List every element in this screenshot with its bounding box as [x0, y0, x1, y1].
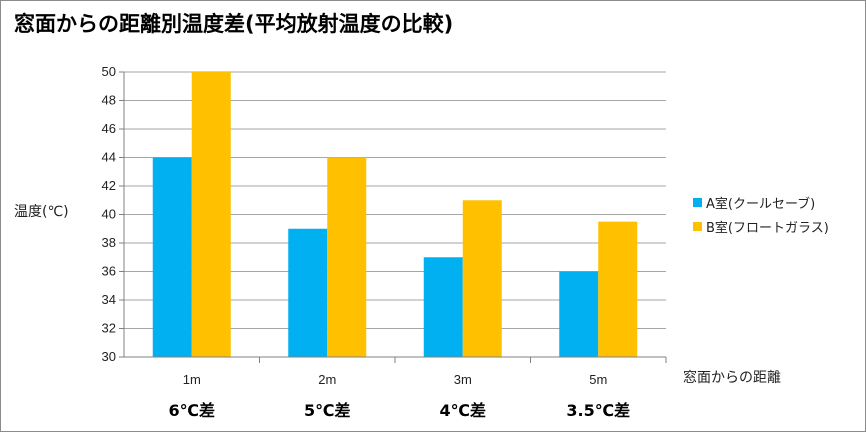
x-tick-label: 2m [318, 372, 336, 387]
legend-item-b: B室(フロートガラス) [693, 214, 829, 238]
y-tick-label: 44 [102, 150, 116, 165]
legend-swatch-a [693, 197, 702, 207]
x-tick-label: 5m [589, 372, 607, 387]
bar-b [327, 157, 367, 357]
difference-label: 5℃差 [304, 401, 351, 420]
legend-swatch-b [693, 221, 702, 231]
difference-label: 3.5℃差 [566, 401, 630, 420]
chart-title: 窓面からの距離別温度差(平均放射温度の比較) [14, 12, 454, 36]
difference-label: 4℃差 [439, 401, 486, 420]
axis-labels: 30 32 34 36 38 40 42 44 46 48 50 1m 6℃差 2m 5℃差 3m 4℃差 5m 3… [102, 64, 631, 420]
difference-label: 6℃差 [168, 401, 215, 420]
y-tick-label: 46 [102, 121, 116, 136]
y-tick-label: 40 [102, 207, 116, 222]
y-tick-label: 32 [102, 321, 116, 336]
legend-label-a: A室(クールセーブ) [706, 196, 816, 212]
bar-b [191, 72, 231, 357]
x-tick-label: 1m [183, 372, 201, 387]
y-tick-label: 50 [102, 64, 116, 79]
legend: A室(クールセーブ) B室(フロートガラス) [693, 190, 829, 238]
x-tick-label: 3m [454, 372, 472, 387]
y-tick-label: 48 [102, 93, 116, 108]
axes [119, 71, 667, 363]
bar-a [559, 271, 599, 357]
y-tick-label: 42 [102, 178, 116, 193]
legend-item-a: A室(クールセーブ) [693, 190, 829, 214]
y-tick-label: 34 [102, 292, 116, 307]
x-axis-title: 窓面からの距離 [683, 369, 781, 386]
y-tick-label: 38 [102, 235, 116, 250]
bar-b [598, 221, 638, 357]
bar-a [423, 257, 463, 357]
bar-b [462, 200, 502, 357]
y-axis-title: 温度(℃) [14, 204, 69, 220]
legend-label-b: B室(フロートガラス) [706, 220, 829, 236]
bar-a [152, 157, 192, 357]
bar-a [288, 228, 328, 357]
y-tick-label: 30 [102, 349, 116, 364]
y-tick-label: 36 [102, 264, 116, 279]
bars [152, 72, 638, 357]
